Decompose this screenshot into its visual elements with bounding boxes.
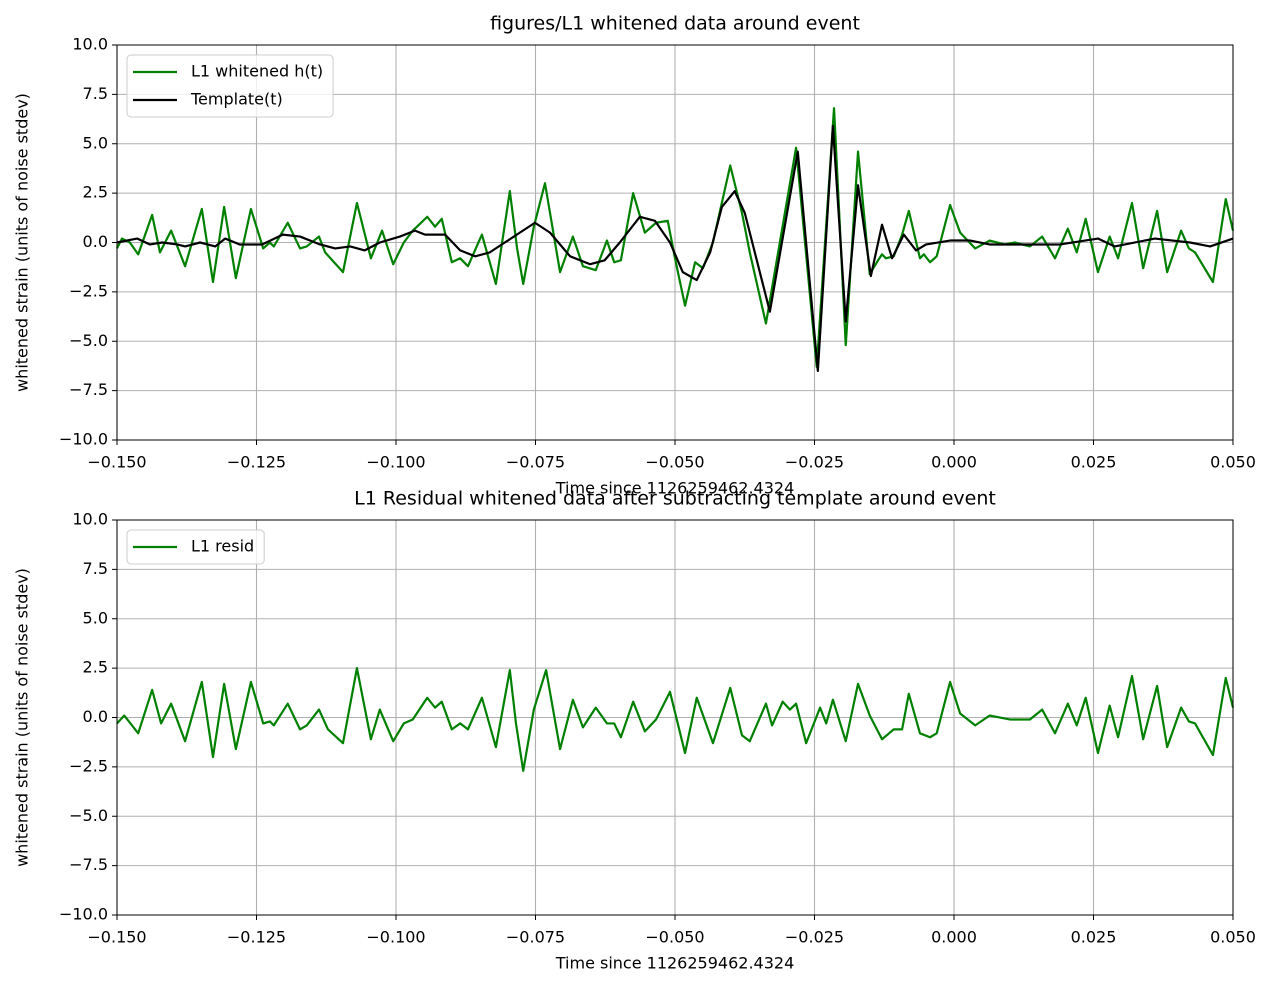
data-line [116, 107, 1235, 369]
y-tick-label: 0.0 [83, 232, 108, 251]
chart-title: figures/L1 whitened data around event [490, 13, 860, 35]
legend-label: Template(t) [190, 90, 283, 109]
legend-label: L1 resid [191, 537, 254, 556]
x-tick-label: −0.075 [506, 453, 565, 472]
x-tick-label: 0.025 [1071, 928, 1117, 947]
x-tick-label: −0.125 [227, 928, 286, 947]
axes-frame [116, 519, 1234, 916]
x-axis-label: Time since 1126259462.4324 [555, 479, 795, 498]
x-tick-label: −0.050 [645, 453, 704, 472]
x-tick-label: −0.150 [87, 928, 146, 947]
y-axis-label: whitened strain (units of noise stdev) [13, 93, 32, 392]
legend-box [126, 54, 334, 118]
y-tick-label: −5.0 [69, 331, 108, 350]
legend: L1 resid [126, 529, 265, 565]
y-tick-label: −10.0 [59, 905, 108, 924]
y-tick-label: 2.5 [83, 658, 108, 677]
x-tick-label: −0.075 [506, 928, 565, 947]
x-tick-label: 0.000 [931, 453, 977, 472]
y-tick-label: −7.5 [69, 380, 108, 399]
y-tick-label: −2.5 [69, 756, 108, 775]
y-tick-label: 5.0 [83, 133, 108, 152]
y-tick-label: −7.5 [69, 855, 108, 874]
y-axis-label: whitened strain (units of noise stdev) [13, 568, 32, 867]
data-line [116, 124, 1234, 372]
y-tick-label: 10.0 [72, 510, 108, 529]
y-tick-label: 10.0 [72, 35, 108, 54]
x-tick-label: 0.025 [1071, 453, 1117, 472]
y-tick-label: −5.0 [69, 806, 108, 825]
y-tick-label: 7.5 [83, 84, 108, 103]
x-axis-label: Time since 1126259462.4324 [555, 954, 795, 973]
y-tick-label: −10.0 [59, 430, 108, 449]
legend: L1 whitened h(t) Template(t) [126, 54, 334, 118]
data-line [116, 667, 1235, 772]
y-tick-label: 0.0 [83, 707, 108, 726]
x-tick-label: −0.050 [645, 928, 704, 947]
x-tick-label: 0.000 [931, 928, 977, 947]
chart-title: L1 Residual whitened data after subtract… [354, 488, 996, 510]
y-tick-label: 5.0 [83, 608, 108, 627]
y-tick-label: −2.5 [69, 281, 108, 300]
y-tick-label: 2.5 [83, 183, 108, 202]
axes-frame [116, 44, 1234, 441]
x-tick-label: 0.050 [1210, 928, 1256, 947]
x-tick-label: −0.025 [785, 453, 844, 472]
x-tick-label: −0.150 [87, 453, 146, 472]
axes: −0.150 −0.125 −0.100 −0.075 −0.050 −0.025 0.00… [59, 510, 1256, 947]
x-tick-label: −0.025 [785, 928, 844, 947]
legend-box [126, 529, 265, 565]
x-tick-label: −0.100 [366, 928, 425, 947]
legend-label: L1 whitened h(t) [191, 62, 323, 81]
x-tick-label: −0.100 [366, 453, 425, 472]
x-tick-label: 0.050 [1210, 453, 1256, 472]
y-tick-label: 7.5 [83, 559, 108, 578]
x-tick-label: −0.125 [227, 453, 286, 472]
